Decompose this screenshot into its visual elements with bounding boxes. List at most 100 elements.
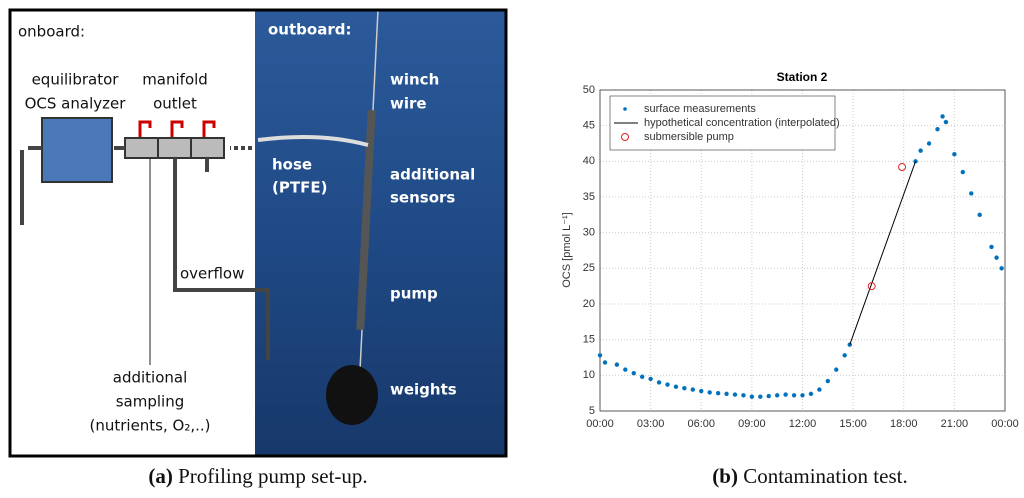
label: weights [390, 381, 457, 399]
pump-sample [867, 282, 876, 291]
point [977, 212, 982, 218]
point [623, 367, 628, 372]
point [943, 119, 949, 125]
point [682, 385, 687, 391]
point [656, 380, 662, 385]
caption-text: Contamination test. [743, 464, 907, 488]
legend-symbol [621, 133, 629, 141]
caption-label: (a) [148, 464, 173, 488]
y-tick-label: 35 [583, 191, 595, 203]
point [602, 360, 608, 365]
point [935, 127, 940, 132]
legend-symbol [623, 107, 627, 111]
label: sensors [390, 189, 455, 207]
label: additional [390, 166, 475, 184]
point [741, 393, 746, 398]
point [707, 390, 712, 395]
label: wire [390, 95, 427, 113]
caption-text: Profiling pump set-up. [178, 464, 368, 488]
point [665, 382, 670, 387]
point [817, 387, 822, 392]
caption: (b) Contamination test. [712, 464, 907, 488]
y-tick-label: 30 [583, 227, 595, 239]
point [699, 388, 704, 394]
x-tick-label: 15:00 [839, 418, 867, 430]
point [749, 394, 755, 399]
photo [255, 10, 506, 456]
x-tick-label: 21:00 [941, 418, 969, 430]
point [926, 141, 932, 146]
point [842, 353, 847, 358]
point [999, 266, 1004, 271]
label: outboard: [268, 21, 351, 39]
x-tick-label: 03:00 [637, 418, 665, 430]
y-tick-label: 25 [583, 262, 595, 274]
legend-label: surface measurements [644, 103, 756, 115]
y-tick-label: 20 [583, 298, 595, 310]
y-tick-label: 45 [583, 120, 595, 132]
arrows [20, 146, 270, 360]
label: hose [272, 156, 312, 174]
y-tick-label: 15 [583, 334, 595, 346]
point [825, 378, 831, 384]
point [994, 255, 999, 260]
point [783, 392, 788, 397]
label: pump [390, 285, 438, 303]
point [673, 384, 679, 389]
point [808, 391, 814, 397]
label: manifold [142, 71, 208, 89]
label: overflow [180, 265, 244, 283]
hose [257, 134, 369, 147]
label: equilibrator [32, 71, 120, 89]
label: winch [390, 71, 439, 89]
point [774, 393, 780, 398]
point [732, 392, 738, 397]
point [952, 152, 957, 157]
legend-label: hypothetical concentration (interpolated… [644, 117, 840, 129]
x-tick-label: 12:00 [789, 418, 817, 430]
axes-box [599, 89, 1006, 412]
x-tick-label: 00:00 [991, 418, 1019, 430]
point [597, 353, 603, 358]
x-tick-label: 18:00 [890, 418, 918, 430]
point [791, 393, 797, 398]
point [960, 169, 966, 175]
legend [609, 95, 836, 151]
x-tick-label: 06:00 [687, 418, 715, 430]
analyzer-box [41, 117, 113, 183]
point [989, 244, 994, 250]
point [715, 390, 721, 396]
y-axis-label: OCS [pmol L⁻¹] [561, 212, 573, 288]
point [648, 376, 653, 382]
caption: (a) Profiling pump set-up. [148, 464, 367, 488]
point [800, 393, 805, 398]
caption-label: (b) [712, 464, 738, 488]
valves [138, 120, 216, 137]
point [969, 191, 974, 196]
weight [326, 365, 378, 425]
legend-label: submersible pump [644, 131, 734, 143]
label: onboard: [18, 23, 85, 41]
panel-border [8, 8, 508, 458]
y-tick-label: 40 [583, 155, 595, 167]
point [918, 148, 923, 153]
label: sampling [116, 393, 185, 411]
x-tick-label: 00:00 [586, 418, 614, 430]
line [849, 161, 917, 345]
point [758, 394, 763, 399]
point [639, 374, 645, 379]
label: OCS analyzer [25, 95, 127, 113]
y-tick-label: 10 [583, 369, 595, 381]
label: (nutrients, O₂,..) [89, 417, 210, 435]
point [940, 114, 945, 119]
point [631, 370, 636, 376]
chart-title: Station 2 [777, 70, 828, 84]
y-tick-label: 5 [589, 405, 595, 417]
label: outlet [153, 95, 197, 113]
point [614, 362, 620, 367]
label: additional [113, 369, 188, 387]
y-tick-label: 50 [583, 84, 595, 96]
point [724, 391, 729, 397]
